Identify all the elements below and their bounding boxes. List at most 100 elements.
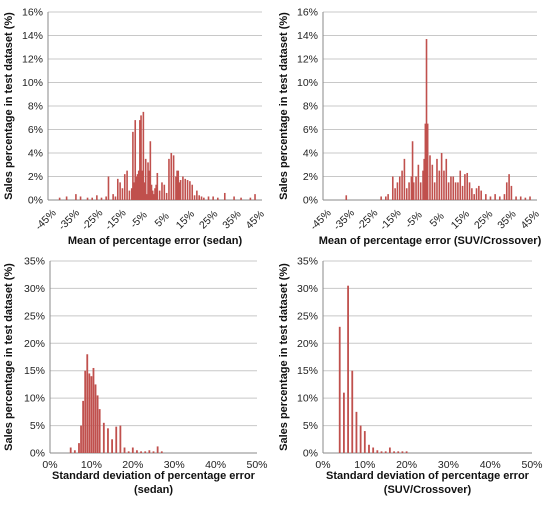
x-tick-label: -25%	[354, 207, 380, 233]
bar	[156, 172, 159, 200]
bar	[198, 195, 200, 200]
bar	[515, 196, 517, 200]
bar	[422, 170, 424, 200]
bar	[80, 425, 82, 453]
y-tick-label: 15%	[297, 365, 318, 377]
x-axis-title: Standard deviation of percentage error	[326, 470, 530, 482]
x-tick-label: 25%	[472, 208, 495, 231]
x-tick-label: -45%	[33, 207, 59, 233]
bar	[405, 188, 408, 200]
y-axis-title: Sales percentage in test dataset (%)	[278, 12, 290, 200]
x-axis-title: Standard deviation of percentage error	[52, 470, 256, 482]
bar	[177, 170, 180, 200]
x-tick-label: 45%	[244, 208, 267, 231]
y-tick-label: 10%	[24, 393, 45, 405]
bar	[394, 188, 396, 200]
y-tick-label: 2%	[28, 171, 43, 183]
bar	[203, 197, 205, 200]
bar	[107, 176, 110, 200]
bar	[343, 392, 345, 453]
bar	[134, 120, 137, 200]
y-axis-title: Sales percentage in test dataset (%)	[278, 263, 290, 451]
chart-suv-std: 0%5%10%15%20%25%30%35%0% 10% 20% 30% 40% 50%S…	[278, 256, 543, 497]
bar	[136, 450, 138, 453]
bar	[168, 158, 170, 200]
bar	[450, 176, 452, 200]
y-axis-title: Sales percentage in test dataset (%)	[3, 263, 15, 451]
y-tick-label: 10%	[22, 77, 43, 89]
x-tick-label: -5%	[403, 209, 425, 231]
bar	[440, 153, 443, 200]
x-tick-label: -15%	[378, 207, 404, 233]
x-tick-label: -35%	[331, 207, 357, 233]
chart-panel-suv-std: 0% 5% 10% 15% 20% 25% 30% 35% 0% 10% 20% 30% 40% 50% S…	[275, 253, 550, 506]
bar	[468, 182, 471, 200]
bar	[153, 194, 155, 200]
bar	[92, 367, 95, 453]
bar	[415, 176, 417, 200]
bar	[249, 197, 252, 200]
chart-sedan-std: 0%5%10%15%20%25%30%35%0% 10% 20% 30% 40% 50%S…	[3, 256, 268, 497]
bar	[107, 428, 109, 453]
x-tick-label: -5%	[128, 209, 150, 231]
bar	[119, 182, 121, 200]
bar	[397, 451, 400, 453]
bar	[212, 196, 214, 200]
bar	[142, 111, 145, 200]
x-tick-label: -45%	[308, 207, 334, 233]
bar	[121, 188, 124, 200]
x-tick-label: 0%	[42, 459, 57, 471]
bar	[498, 196, 501, 200]
y-tick-label: 5%	[30, 420, 45, 432]
bar	[123, 447, 126, 453]
x-tick-label: 0%	[315, 459, 330, 471]
bar	[130, 188, 133, 200]
bar	[459, 170, 462, 200]
bar	[200, 196, 203, 200]
y-tick-label: 0%	[303, 195, 318, 207]
x-tick-label: 40%	[480, 459, 501, 471]
bar	[345, 195, 348, 200]
bar	[355, 411, 358, 453]
bar	[368, 444, 370, 453]
y-tick-label: 8%	[303, 101, 318, 113]
bar	[175, 176, 177, 200]
bar	[128, 190, 131, 200]
bar	[380, 451, 383, 453]
bar	[510, 185, 513, 200]
bar	[405, 451, 408, 453]
bar	[170, 153, 173, 200]
y-tick-label: 6%	[303, 124, 318, 136]
bar	[165, 192, 168, 200]
bar	[152, 451, 155, 453]
bar	[105, 196, 107, 200]
bar	[82, 400, 85, 453]
bar	[172, 155, 175, 200]
y-tick-label: 0%	[303, 448, 318, 460]
bar	[426, 123, 429, 200]
x-tick-label: 50%	[521, 459, 542, 471]
y-tick-label: 0%	[30, 448, 45, 460]
bar	[473, 194, 475, 200]
bar	[127, 451, 130, 453]
bar	[403, 158, 406, 200]
bar	[182, 176, 184, 200]
x-tick-label: 10%	[81, 459, 102, 471]
bar	[391, 176, 394, 200]
bar	[90, 376, 93, 453]
bar	[96, 395, 99, 453]
bar	[454, 182, 457, 200]
y-tick-label: 10%	[297, 77, 318, 89]
y-tick-label: 6%	[28, 124, 43, 136]
bar	[494, 194, 496, 200]
x-tick-label: 35%	[220, 208, 243, 231]
bar	[146, 194, 148, 200]
bar	[223, 192, 226, 200]
bar	[126, 170, 128, 200]
x-axis-title-line2: (sedan)	[134, 484, 173, 496]
bar	[161, 182, 163, 200]
bar	[102, 422, 105, 453]
chart-panel-sedan-mean: 0% 2% 4% 6% 8% 10% 12% 14% 16% -45% -35% -25% -15% -5…	[0, 0, 275, 253]
y-tick-label: 15%	[24, 365, 45, 377]
bar	[115, 426, 118, 453]
